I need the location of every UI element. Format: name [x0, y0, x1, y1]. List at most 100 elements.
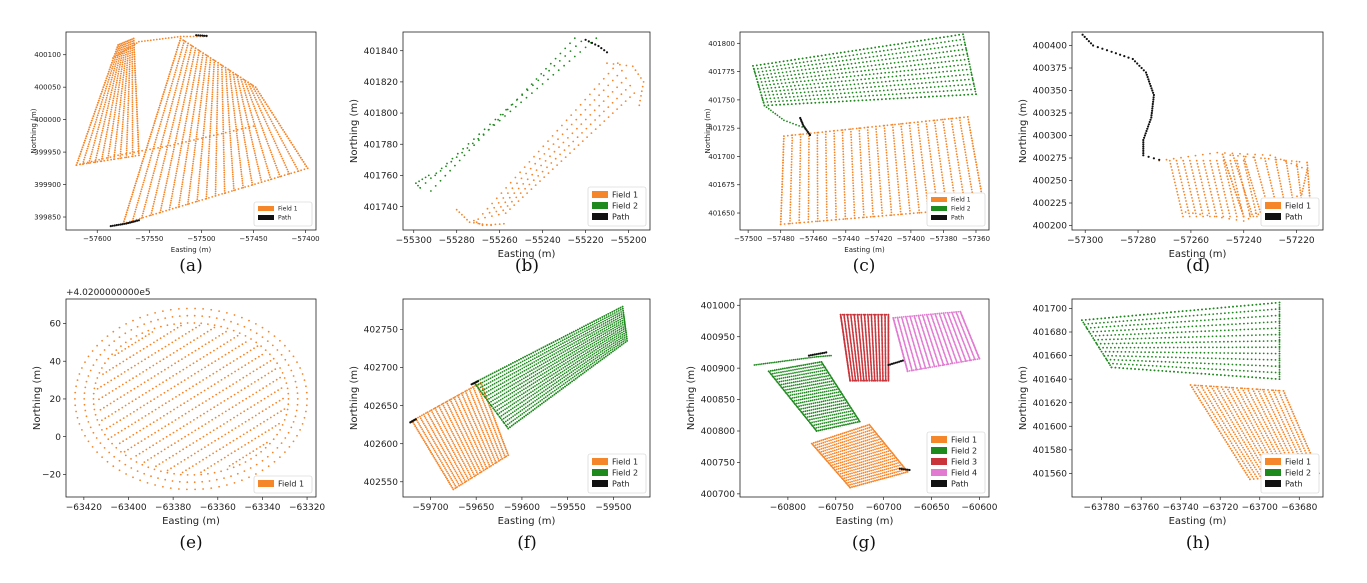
track-point	[168, 91, 171, 94]
track-point	[129, 41, 132, 43]
track-point	[850, 139, 853, 141]
track-point	[157, 147, 160, 149]
track-point	[598, 83, 601, 85]
track-point	[817, 71, 819, 73]
track-point	[247, 103, 250, 105]
track-point	[129, 38, 132, 41]
track-point	[179, 117, 182, 119]
track-point	[1234, 181, 1237, 184]
track-point	[182, 174, 185, 177]
track-point	[570, 114, 573, 116]
track-point	[882, 89, 885, 92]
track-point	[1235, 215, 1238, 218]
track-point	[228, 130, 231, 133]
track-point	[161, 200, 164, 203]
track-point	[272, 158, 275, 160]
track-point	[879, 50, 881, 53]
track-point	[902, 47, 904, 49]
track-point	[1193, 178, 1196, 181]
track-point	[258, 170, 260, 172]
track-point	[842, 63, 845, 66]
track-point	[831, 89, 833, 92]
track-point	[115, 137, 118, 140]
track-point	[915, 181, 917, 184]
track-point	[250, 177, 253, 180]
track-point	[174, 112, 177, 115]
track-point	[155, 115, 158, 118]
track-point	[1216, 190, 1219, 193]
track-point	[243, 105, 245, 108]
track-point	[843, 92, 846, 95]
track-point	[224, 192, 227, 194]
track-point	[773, 83, 775, 86]
track-point	[236, 139, 239, 142]
track-point	[150, 131, 153, 134]
track-point	[197, 124, 199, 127]
track-point	[119, 99, 122, 102]
track-point	[184, 69, 187, 72]
track-point	[495, 197, 498, 200]
track-point	[273, 177, 276, 180]
track-point	[97, 126, 100, 128]
track-point	[781, 170, 784, 172]
track-point	[554, 57, 557, 60]
track-point	[100, 93, 102, 95]
track-point	[1266, 165, 1268, 168]
track-point	[791, 145, 793, 147]
track-point	[966, 164, 969, 167]
track-point	[843, 196, 846, 199]
track-point	[90, 136, 92, 139]
track-point	[781, 175, 784, 178]
track-point	[965, 47, 967, 49]
y-tick-label: 401650	[708, 209, 735, 217]
track-point	[177, 60, 180, 63]
track-point	[924, 181, 926, 183]
track-point	[884, 132, 886, 135]
track-point	[221, 68, 223, 71]
track-point	[862, 48, 865, 51]
track-point	[121, 44, 124, 47]
track-point	[780, 218, 782, 220]
track-point	[110, 111, 112, 113]
track-point	[871, 68, 874, 71]
track-point	[839, 51, 842, 54]
track-point	[153, 198, 156, 201]
track-point	[897, 186, 900, 189]
track-point	[133, 58, 136, 60]
track-point	[114, 73, 117, 76]
track-point	[835, 64, 838, 67]
track-point	[930, 158, 932, 161]
track-point	[1190, 166, 1193, 168]
track-point	[909, 46, 912, 48]
track-point	[860, 95, 863, 98]
track-point	[950, 178, 953, 181]
track-point	[121, 87, 123, 90]
track-point	[127, 93, 130, 95]
track-point	[799, 173, 801, 176]
track-point	[908, 124, 911, 127]
track-point	[209, 132, 212, 134]
track-point	[103, 120, 106, 123]
track-point	[127, 88, 130, 91]
track-point	[940, 171, 943, 174]
track-point	[126, 57, 129, 60]
track-point	[226, 91, 229, 94]
track-point	[126, 40, 129, 42]
track-point	[775, 76, 777, 78]
track-point	[871, 202, 874, 205]
track-point	[113, 151, 116, 154]
track-point	[176, 105, 179, 108]
track-point	[943, 95, 946, 97]
track-point	[249, 85, 251, 88]
track-point	[937, 146, 940, 149]
track-point	[851, 163, 854, 166]
track-point	[605, 51, 609, 54]
track-point	[466, 147, 469, 149]
track-point	[924, 82, 927, 84]
track-point	[838, 218, 841, 221]
track-point	[153, 147, 156, 150]
track-point	[248, 92, 251, 94]
track-point	[237, 74, 240, 77]
track-point	[525, 96, 528, 99]
track-point	[589, 114, 592, 116]
